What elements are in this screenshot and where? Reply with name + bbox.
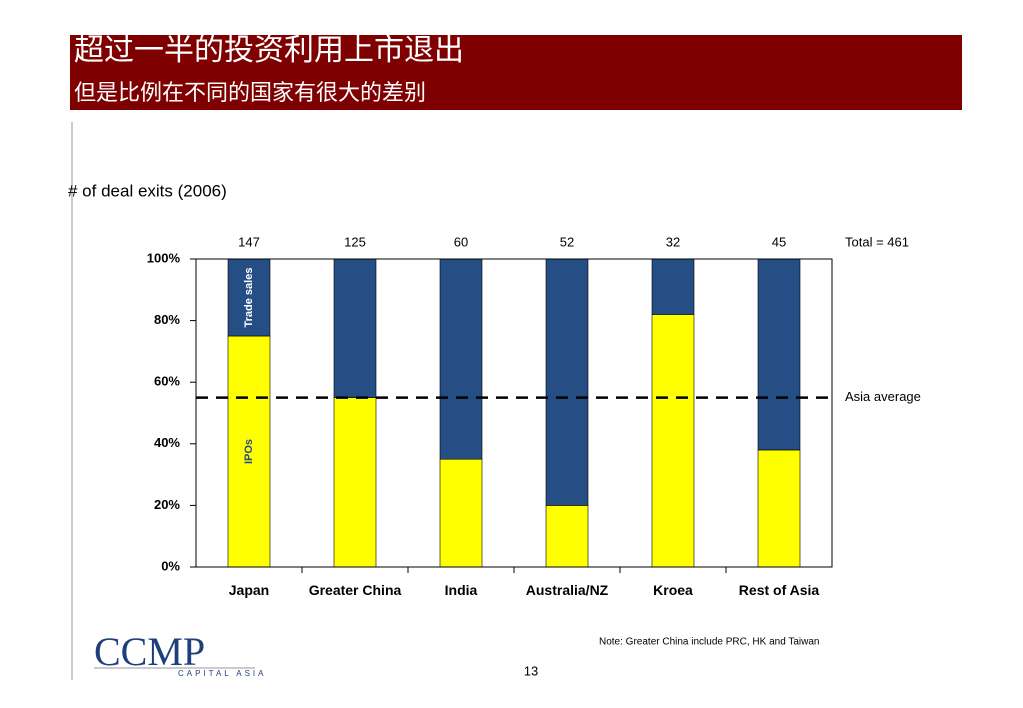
x-tick-label: India: [444, 582, 478, 598]
bar-segment: [651, 258, 695, 315]
reference-label: Asia average: [845, 389, 921, 404]
y-tick-label: 60%: [154, 374, 180, 389]
bar-segment: [333, 258, 377, 398]
x-tick-label: Kroea: [653, 582, 693, 598]
note: Note: Greater China include PRC, HK and …: [599, 637, 819, 648]
count-label: 60: [454, 234, 468, 249]
y-tick-label: 20%: [154, 497, 180, 512]
count-label: 52: [560, 234, 574, 249]
bar-segment: [227, 258, 271, 337]
bar-segment: [439, 458, 483, 568]
axis-label: # of deal exits (2006): [68, 181, 227, 200]
y-tick-label: 0%: [161, 558, 180, 573]
bar-segment: [333, 397, 377, 568]
subtitle: 但是比例在不同的国家有很大的差别: [74, 80, 426, 105]
logo-sub: CAPITAL ASIA: [178, 669, 266, 678]
series-label: IPOs: [243, 439, 255, 464]
title: 超过一半的投资利用上市退出: [74, 34, 464, 67]
count-label: 45: [772, 234, 786, 249]
bar-segment: [651, 314, 695, 568]
y-tick-label: 100%: [147, 250, 181, 265]
bar-segment: [439, 258, 483, 460]
bar-segment: [227, 335, 271, 568]
count-label: 125: [344, 234, 366, 249]
y-tick-label: 40%: [154, 435, 180, 450]
x-tick-label: Greater China: [308, 582, 402, 598]
x-tick-label: Rest of Asia: [738, 582, 820, 598]
header-band: [70, 35, 962, 110]
x-tick-label: Australia/NZ: [525, 582, 609, 598]
count-label: 147: [238, 234, 260, 249]
series-label: Trade sales: [243, 268, 255, 328]
total-label: Total = 461: [845, 234, 909, 249]
bar-segment: [545, 258, 589, 506]
y-tick-label: 80%: [154, 312, 180, 327]
bar-segment: [545, 505, 589, 568]
page-number: 13: [524, 663, 538, 678]
bar-segment: [757, 258, 801, 451]
logo: CCMP: [94, 629, 205, 674]
count-label: 32: [666, 234, 680, 249]
plot-frame: [195, 258, 833, 568]
bar-segment: [757, 449, 801, 568]
x-tick-label: Japan: [228, 582, 270, 598]
